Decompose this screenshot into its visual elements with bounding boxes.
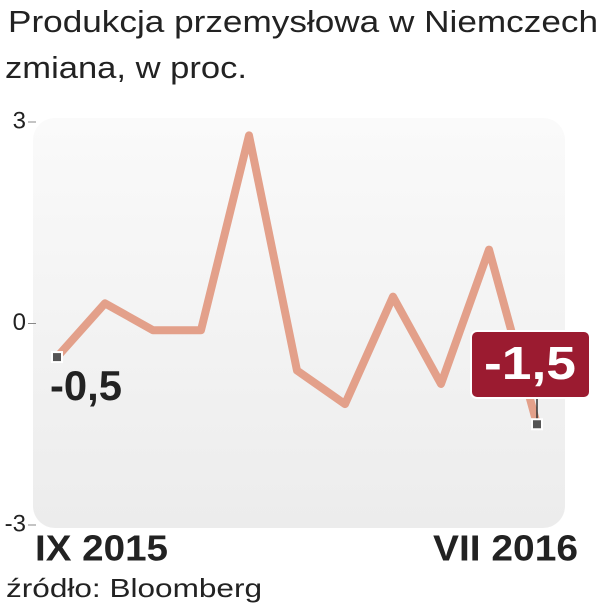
chart-title: Produkcja przemysłowa w Niemczech [8, 4, 598, 39]
plot: 3 0 -3 IX 2015 VII 2016 -0,5 -1,5 [5, 107, 591, 569]
point-marker [51, 351, 63, 364]
plot-background [33, 118, 565, 528]
chart-subtitle: zmiana, w proc. [5, 50, 247, 85]
value-label: -0,5 [50, 362, 122, 409]
label-box [470, 330, 591, 399]
x-tick-label: VII 2016 [433, 528, 578, 569]
y-tick-label: -3 [5, 510, 26, 537]
source: źródło: Bloomberg [6, 573, 262, 603]
y-tick-label: 3 [13, 107, 26, 134]
y-tick-label: 0 [13, 309, 26, 336]
x-tick-label: IX 2015 [35, 528, 168, 569]
value-label: -1,5 [484, 337, 576, 389]
point-marker [531, 418, 543, 431]
line [54, 131, 541, 426]
